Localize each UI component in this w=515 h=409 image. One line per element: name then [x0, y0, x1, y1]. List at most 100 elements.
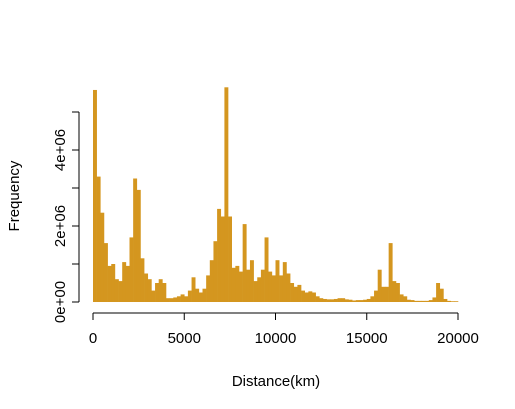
histogram-bar	[122, 262, 127, 302]
histogram-bar	[399, 294, 404, 302]
histogram-bar	[286, 273, 291, 302]
histogram-bar	[425, 300, 430, 302]
histogram-bar	[242, 224, 247, 302]
x-tick-label: 10000	[255, 330, 297, 347]
histogram-bar	[319, 298, 324, 302]
histogram-bar	[220, 216, 225, 302]
histogram-bar	[432, 297, 437, 302]
histogram-bar	[447, 300, 451, 302]
histogram-bar	[301, 290, 305, 302]
histogram-bar	[253, 281, 258, 302]
histogram-bar	[176, 296, 181, 302]
histogram-bar	[341, 298, 346, 302]
histogram-bar	[184, 296, 189, 302]
histogram-bar	[436, 283, 441, 302]
histogram-bar	[322, 298, 327, 302]
histogram-bar	[443, 298, 448, 302]
histogram-bar	[133, 178, 138, 302]
y-axis-title: Frequency	[6, 160, 23, 231]
histogram-bar	[410, 300, 415, 302]
histogram-bar	[395, 283, 400, 302]
histogram-bar	[100, 212, 105, 302]
histogram-bar	[414, 300, 419, 302]
histogram-bar	[217, 208, 222, 302]
histogram-bar	[125, 265, 130, 302]
histogram-bar	[166, 298, 170, 302]
histogram-bar	[202, 288, 207, 302]
histogram-bar	[224, 87, 229, 302]
histogram-bar	[144, 273, 149, 302]
histogram-bar	[206, 275, 211, 302]
histogram-bar	[228, 216, 232, 302]
y-tick-label: 4e+06	[52, 129, 69, 171]
histogram-bar	[333, 298, 338, 302]
histogram-bar	[355, 300, 360, 302]
histogram-bar	[114, 279, 119, 302]
histogram-bar	[370, 296, 375, 302]
histogram-bar	[169, 298, 174, 302]
histogram-bar	[162, 283, 167, 302]
histogram-bar	[406, 299, 411, 302]
histogram-bar	[293, 286, 298, 302]
histogram-bar	[209, 260, 214, 302]
histogram-bar	[344, 299, 349, 302]
histogram-bar	[359, 300, 364, 302]
histogram-bar	[246, 269, 251, 302]
histogram-bar	[173, 297, 178, 302]
histogram-bar	[140, 258, 145, 302]
histogram-bar	[282, 262, 287, 302]
histogram-bar	[315, 296, 320, 302]
histogram-bar	[103, 243, 108, 302]
histogram-bar	[337, 298, 342, 302]
bars-group	[93, 87, 459, 303]
histogram-bar	[136, 189, 141, 302]
histogram-bar	[417, 300, 422, 302]
y-axis: 0e+00 2e+06 4e+06	[52, 111, 80, 323]
y-tick-label: 2e+06	[52, 205, 69, 247]
histogram-bar	[330, 299, 335, 302]
histogram-bar	[377, 269, 382, 302]
x-tick-label: 20000	[437, 330, 479, 347]
histogram-bar	[155, 283, 159, 302]
histogram-bar	[96, 176, 101, 302]
histogram-bar	[213, 241, 218, 302]
x-axis: 0 5000 10000 15000 20000	[89, 312, 479, 347]
histogram-bar	[93, 89, 97, 303]
histogram-bar	[118, 281, 123, 302]
histogram-bar	[304, 292, 309, 302]
histogram-bar	[195, 288, 200, 302]
histogram-bar	[257, 277, 262, 302]
x-tick-label: 15000	[346, 330, 388, 347]
histogram-bar	[107, 265, 112, 302]
histogram-bar	[290, 283, 295, 302]
x-axis-title: Distance(km)	[232, 373, 320, 390]
histogram-bar	[312, 292, 316, 302]
histogram-bar	[151, 290, 156, 302]
histogram-bar	[308, 291, 313, 302]
histogram-bar	[326, 299, 331, 302]
histogram-bar	[235, 265, 240, 302]
histogram-bar	[297, 284, 302, 302]
histogram-bar	[388, 243, 393, 302]
histogram-bar	[363, 299, 368, 302]
histogram-bar	[403, 296, 408, 302]
histogram-bar	[198, 292, 203, 302]
histogram-bar	[275, 260, 280, 302]
histogram-bar	[158, 279, 163, 302]
x-tick-label: 5000	[168, 330, 201, 347]
histogram-bar	[421, 300, 426, 302]
histogram-bar	[392, 281, 397, 302]
histogram-bar	[129, 237, 134, 302]
histogram-bar	[348, 299, 353, 302]
histogram-bar	[187, 290, 192, 302]
histogram-bar	[428, 300, 433, 302]
histogram-bar	[231, 267, 236, 302]
histogram-bar	[381, 286, 386, 302]
x-tick-label: 0	[89, 330, 97, 347]
histogram-bar	[385, 286, 389, 302]
histogram-bar	[111, 264, 116, 302]
histogram-bar	[180, 294, 185, 302]
histogram-bar	[352, 300, 357, 302]
